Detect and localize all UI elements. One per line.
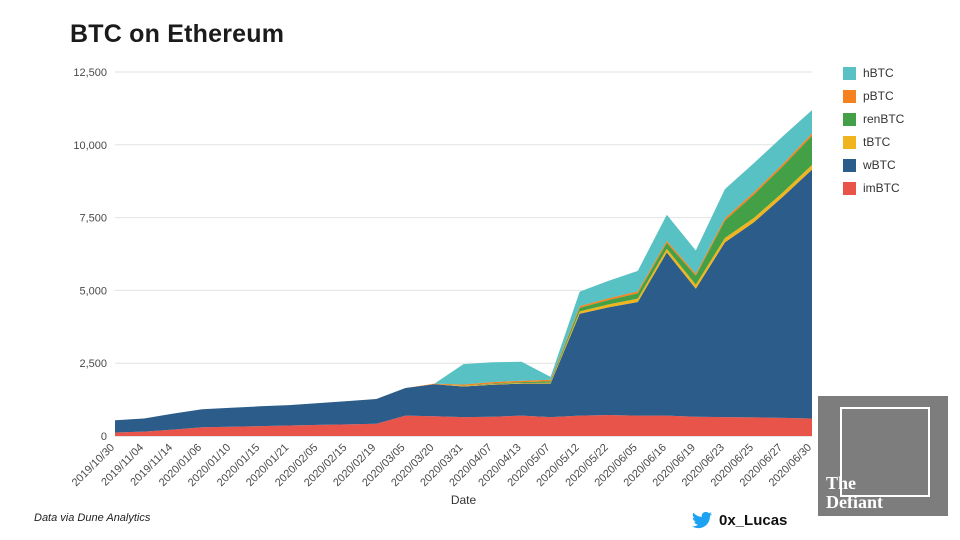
logo-text: The Defiant [826, 474, 883, 511]
legend-label: renBTC [863, 112, 905, 126]
defiant-logo: The Defiant [818, 396, 948, 516]
legend-swatch-wBTC [843, 158, 856, 172]
y-tick-label: 7,500 [79, 213, 107, 225]
x-axis-title: Date [451, 493, 477, 507]
logo-text-line2: Defiant [826, 491, 883, 512]
y-tick-label: 0 [101, 431, 107, 443]
legend-item-tBTC: tBTC [843, 135, 904, 149]
chart-legend: hBTC pBTC renBTC tBTC wBTC imBTC [843, 66, 904, 195]
legend-swatch-renBTC [843, 112, 856, 126]
y-tick-label: 2,500 [79, 358, 107, 370]
legend-item-hBTC: hBTC [843, 66, 904, 80]
legend-label: wBTC [863, 158, 896, 172]
area-series-wBTC [115, 169, 812, 433]
legend-item-wBTC: wBTC [843, 158, 904, 172]
legend-label: hBTC [863, 66, 894, 80]
author-credit: 0x_Lucas [692, 510, 787, 530]
twitter-icon [692, 511, 712, 529]
logo-square-outline [840, 407, 930, 497]
legend-label: tBTC [863, 135, 891, 149]
legend-swatch-imBTC [843, 181, 856, 195]
y-tick-label: 5,000 [79, 285, 107, 297]
legend-label: imBTC [863, 181, 900, 195]
y-tick-label: 12,500 [73, 67, 107, 79]
legend-item-pBTC: pBTC [843, 89, 904, 103]
legend-item-renBTC: renBTC [843, 112, 904, 126]
stacked-area-chart: 02,5005,0007,50010,00012,5002019/10/3020… [70, 67, 814, 507]
legend-swatch-pBTC [843, 89, 856, 103]
legend-item-imBTC: imBTC [843, 181, 904, 195]
y-tick-label: 10,000 [73, 140, 107, 152]
data-source-note: Data via Dune Analytics [34, 512, 151, 524]
logo-text-line1: The [826, 473, 857, 494]
legend-swatch-tBTC [843, 135, 856, 149]
page-title: BTC on Ethereum [70, 20, 285, 48]
area-series-imBTC [115, 415, 812, 436]
legend-label: pBTC [863, 89, 894, 103]
legend-swatch-hBTC [843, 66, 856, 80]
author-handle: 0x_Lucas [719, 511, 788, 529]
